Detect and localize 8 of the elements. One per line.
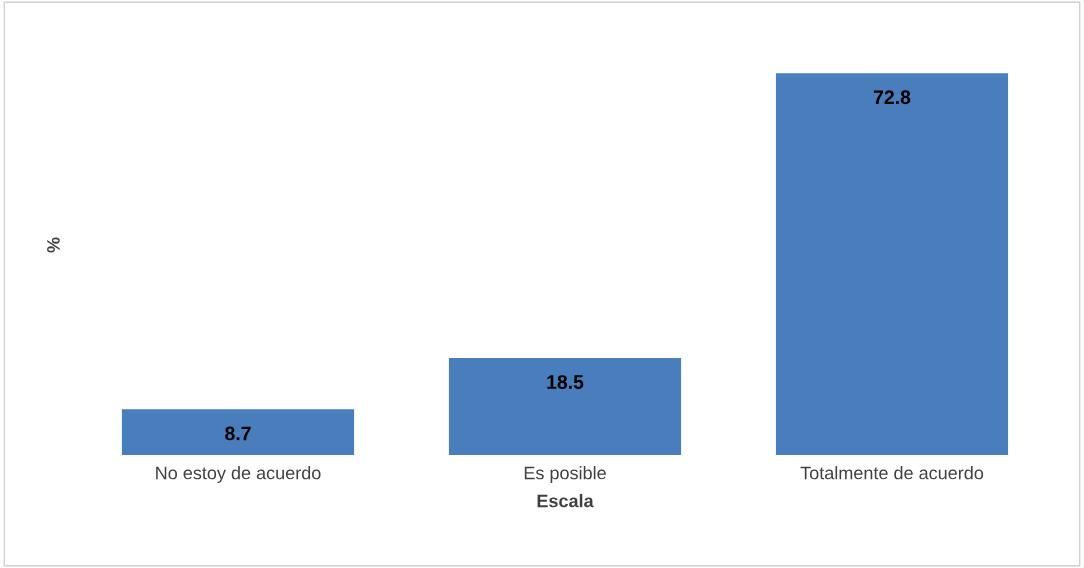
- data-label: 72.8: [873, 90, 911, 105]
- x-tick-label: Totalmente de acuerdo: [800, 466, 984, 480]
- x-tick-label: Es posible: [524, 466, 606, 483]
- x-tick-label: No estoy de acuerdo: [156, 466, 321, 483]
- x-axis-title: Escala: [537, 494, 594, 508]
- data-label: 18.5: [547, 375, 584, 389]
- data-label: 8.7: [225, 426, 251, 441]
- y-axis-title: %: [47, 237, 60, 253]
